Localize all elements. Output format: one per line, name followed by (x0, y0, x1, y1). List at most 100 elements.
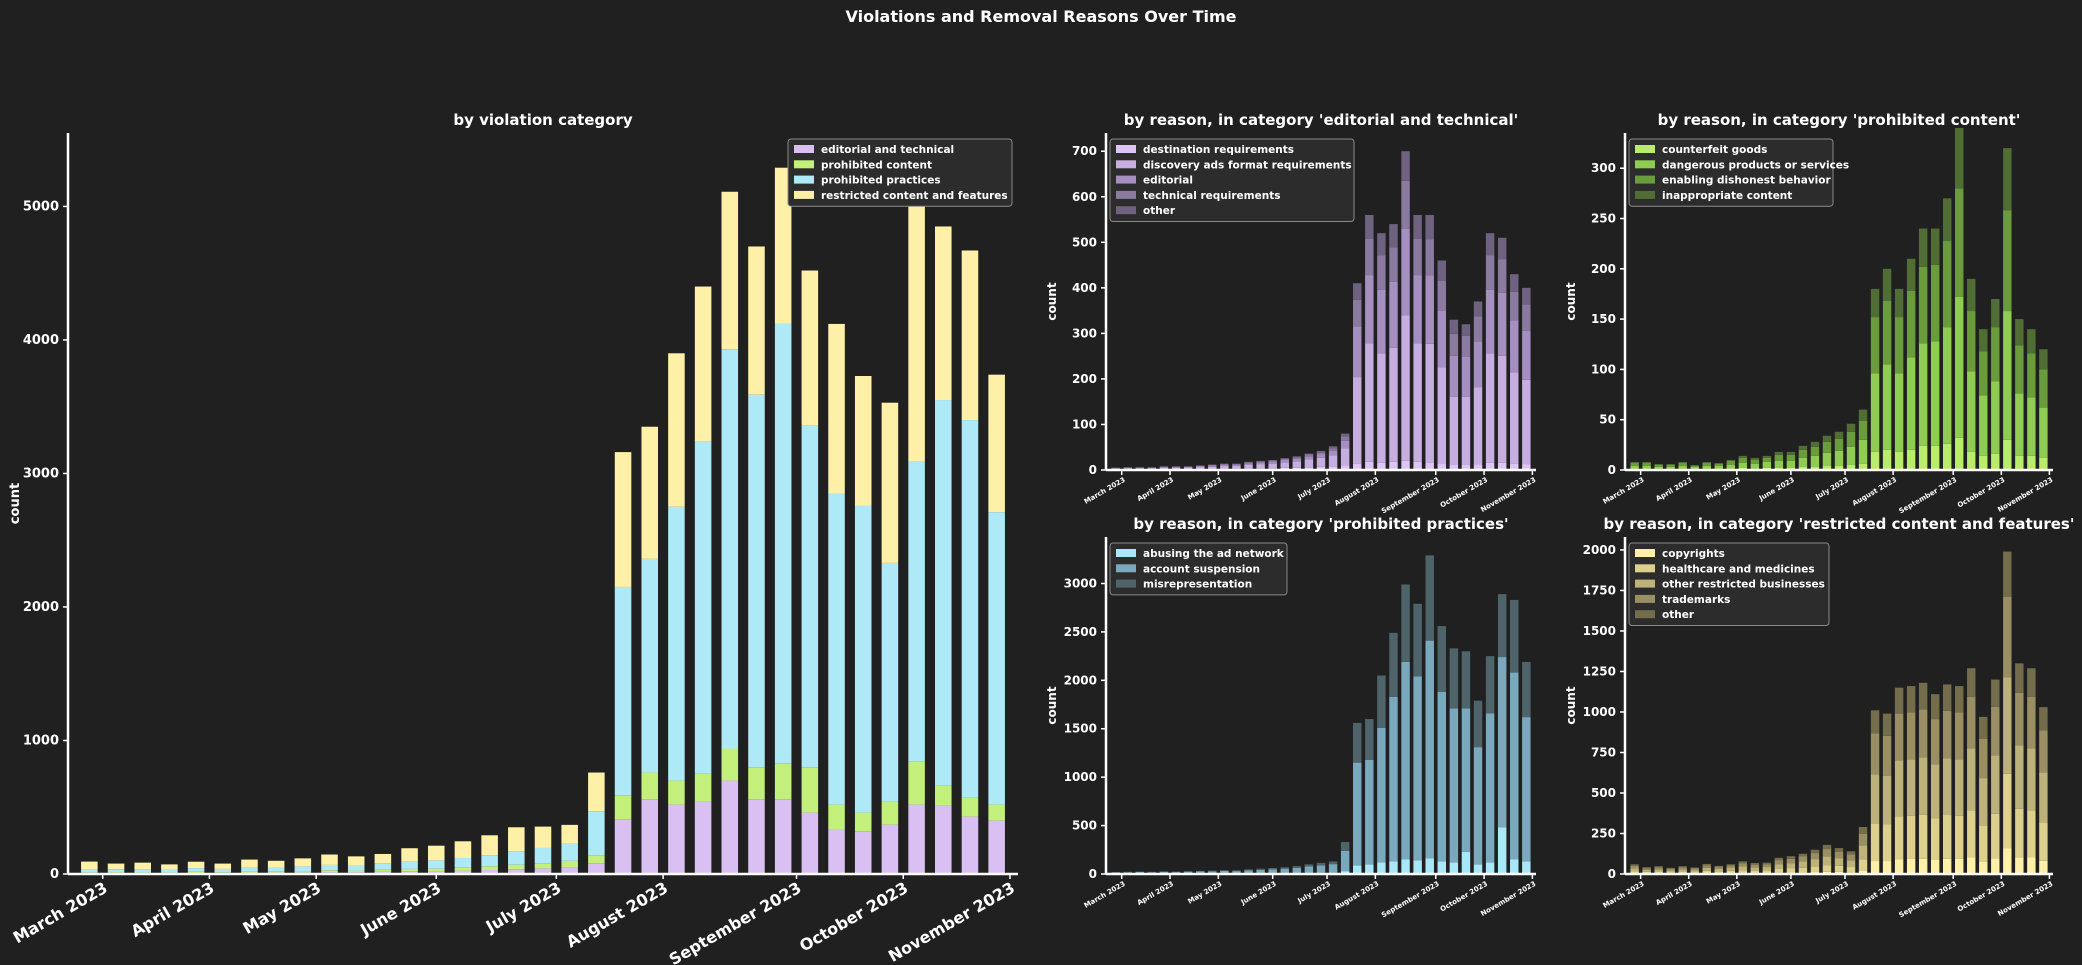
bar-segment (2003, 551, 2012, 597)
bar-segment (161, 869, 178, 873)
legend-swatch (1635, 564, 1655, 573)
bar-segment (1220, 870, 1229, 871)
bar-segment (214, 872, 232, 873)
bar-segment (828, 804, 845, 830)
bar-segment (1762, 457, 1772, 462)
bar-segment (1304, 467, 1314, 470)
bar-segment (2039, 707, 2048, 731)
bar-segment (1906, 290, 1916, 358)
bar-segment (1930, 228, 1940, 265)
bar-segment (1183, 467, 1193, 470)
bar-segment (2015, 393, 2024, 456)
bar-segment (1967, 810, 1976, 858)
bar-segment (1485, 713, 1495, 863)
bar-segment (561, 824, 578, 844)
bar-segment (1678, 871, 1687, 874)
bar-segment (1377, 727, 1386, 863)
bar-segment (1762, 455, 1772, 458)
bar-segment (1256, 464, 1265, 469)
bar-segment (1485, 255, 1495, 290)
bar-segment (1497, 594, 1507, 658)
bar-segment (241, 867, 258, 872)
bar-segment (1510, 599, 1519, 673)
bar-segment (1762, 461, 1772, 468)
bar-segment (267, 871, 285, 873)
bar-segment (1654, 869, 1663, 872)
bar-segment (1882, 713, 1892, 736)
bar-segment (1979, 825, 1988, 862)
bar-segment (1894, 687, 1904, 714)
x-tick-label: September 2023 (1380, 476, 1441, 516)
y-tick-label: 1250 (1583, 664, 1616, 678)
bar-segment (1461, 356, 1471, 397)
panel-title: by reason, in category 'prohibited conte… (1658, 111, 2021, 129)
bar-segment (2027, 810, 2036, 858)
y-tick-label: 100 (1072, 417, 1097, 431)
y-tick-label: 0 (1089, 463, 1097, 477)
x-tick-label: March 2023 (1083, 880, 1127, 910)
bar-segment (1232, 871, 1241, 874)
bar-segment (1798, 466, 1808, 470)
x-tick-label: April 2023 (128, 878, 218, 941)
bar-segment (1918, 266, 1928, 344)
panel-title: by reason, in category 'prohibited pract… (1133, 515, 1508, 533)
bar-segment (1473, 747, 1483, 865)
bar-segment (427, 860, 445, 869)
y-axis-label: count (1045, 686, 1059, 724)
bar-segment (1401, 460, 1410, 470)
bar-segment (1340, 842, 1350, 851)
bar-segment (1413, 676, 1422, 861)
x-tick-label: July 2023 (482, 878, 565, 937)
bar-segment (1522, 661, 1531, 718)
bar-segment (2015, 692, 2024, 746)
bar-segment (1967, 278, 1976, 312)
bar-segment (1942, 710, 1952, 759)
bar-segment (935, 400, 952, 786)
bar-segment (214, 863, 232, 869)
bar-segment (1702, 462, 1711, 466)
bar-segment (2003, 677, 2012, 774)
bar-segment (1510, 274, 1519, 292)
bar-segment (1702, 870, 1711, 874)
bar-segment (1738, 861, 1748, 864)
bar-segment (187, 868, 205, 872)
legend-swatch (1116, 564, 1136, 573)
bar-segment (1858, 833, 1868, 846)
bar-segment (1461, 396, 1471, 465)
bar-segment (1979, 455, 1988, 470)
bar-segment (1461, 324, 1471, 336)
bar-segment (1955, 686, 1964, 713)
bar-segment (1377, 862, 1386, 874)
bar-segment (694, 773, 712, 802)
bar-segment (1401, 661, 1410, 860)
bar-segment (1894, 859, 1904, 874)
bar-segment (1654, 463, 1663, 465)
bar-segment (1858, 439, 1868, 464)
bar-segment (1846, 464, 1856, 470)
bar-segment (1882, 449, 1892, 470)
bar-segment (1666, 868, 1675, 871)
y-tick-label: 1000 (23, 733, 59, 748)
bar-segment (908, 195, 925, 462)
bar-segment (801, 812, 819, 874)
bar-segment (1955, 858, 1964, 874)
legend-box (1628, 542, 1830, 626)
bar-segment (1882, 364, 1892, 450)
bar-segment (1461, 335, 1471, 357)
bar-segment (1678, 465, 1687, 469)
bar-segment (748, 394, 765, 768)
x-tick-label: September 2023 (1898, 880, 1959, 920)
bar-segment (1208, 465, 1217, 467)
x-tick-label: August 2023 (1851, 476, 1898, 508)
bar-segment (828, 323, 845, 494)
bar-segment (1473, 864, 1483, 874)
bar-segment (988, 804, 1005, 821)
x-tick-label: May 2023 (1705, 476, 1742, 502)
bar-segment (1449, 648, 1459, 709)
bar-segment (1955, 127, 1964, 189)
legend-label: dangerous products or services (1662, 159, 1849, 171)
bar-segment (1714, 871, 1723, 874)
bar-segment (241, 871, 258, 873)
bar-segment (454, 867, 472, 871)
x-tick-label: July 2023 (1296, 476, 1333, 502)
